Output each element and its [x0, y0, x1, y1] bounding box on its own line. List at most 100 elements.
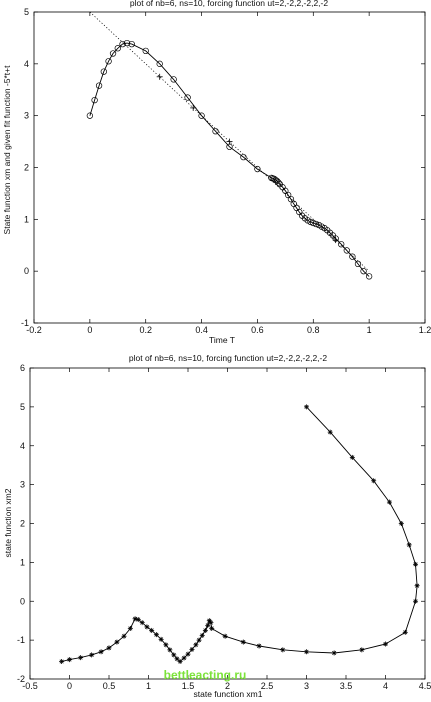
data-point-circle — [307, 218, 314, 226]
data-point-star — [132, 616, 138, 622]
data-point-circle — [95, 82, 103, 89]
data-point-star — [205, 622, 211, 628]
data-point-star — [240, 639, 246, 645]
data-point-circle — [114, 45, 121, 52]
data-point-star — [121, 633, 127, 639]
data-point-circle — [198, 112, 205, 119]
y-tick-label: 2 — [20, 519, 25, 529]
data-point-star — [59, 659, 65, 665]
x-tick-label: 0.5 — [103, 681, 116, 691]
data-point-star — [386, 499, 392, 505]
data-point-circle — [91, 96, 98, 104]
data-point-star — [98, 649, 104, 655]
x-tick-label: -0.2 — [26, 325, 42, 335]
data-point-star — [189, 646, 195, 652]
data-point-circle — [119, 40, 126, 48]
data-point-star — [78, 655, 84, 661]
series-line — [61, 406, 418, 663]
data-point-star — [67, 657, 72, 663]
data-point-star — [398, 521, 404, 526]
x-tick-label: 0.8 — [307, 325, 320, 335]
y-tick-label: -1 — [17, 635, 25, 645]
chart-phase-plot-title: plot of nb=6, ns=10, forcing function ut… — [129, 353, 327, 363]
watermark-text: bettleacting.ru — [164, 668, 247, 682]
data-point-circle — [109, 50, 117, 57]
data-point-star — [181, 655, 187, 661]
data-point-star — [359, 647, 365, 653]
data-point-circle — [254, 165, 261, 173]
data-point-star — [199, 632, 205, 638]
data-point-circle — [349, 253, 356, 260]
data-point-circle — [312, 220, 320, 228]
x-tick-label: 0.4 — [195, 325, 208, 335]
data-point-star — [256, 643, 262, 649]
x-tick-label: 0.6 — [251, 325, 264, 335]
data-point-circle — [212, 128, 219, 135]
y-tick-label: 0 — [24, 266, 29, 276]
series-line — [89, 42, 370, 277]
y-tick-label: 4 — [20, 441, 25, 451]
data-point-star — [304, 649, 309, 655]
x-tick-label: 0 — [67, 681, 72, 691]
data-point-circle — [343, 247, 350, 254]
y-tick-label: 1 — [20, 557, 25, 567]
data-point-star — [402, 629, 408, 635]
y-tick-label: 0 — [20, 596, 25, 606]
data-point-star — [149, 627, 155, 633]
data-point-star — [144, 624, 150, 630]
data-point-circle — [156, 60, 163, 67]
data-point-star — [413, 598, 419, 604]
y-tick-label: 5 — [24, 7, 29, 17]
y-tick-label: 1 — [24, 214, 29, 224]
x-tick-label: 3.5 — [340, 681, 353, 691]
data-point-circle — [86, 112, 94, 119]
x-tick-label: 0 — [87, 325, 92, 335]
x-tick-label: 2 — [225, 681, 230, 691]
chart-time-series-x-label: Time T — [209, 335, 235, 345]
data-point-circle — [275, 179, 282, 186]
data-point-circle — [365, 273, 373, 280]
data-point-circle — [100, 68, 107, 75]
data-point-star — [193, 642, 199, 648]
y-tick-label: 3 — [24, 111, 29, 121]
data-point-circle — [184, 94, 191, 101]
data-point-star — [414, 583, 420, 589]
data-point-star — [209, 625, 215, 631]
y-tick-label: 6 — [20, 363, 25, 373]
data-point-star — [406, 542, 412, 548]
data-point-star — [383, 641, 388, 647]
data-point-star — [185, 651, 191, 657]
x-tick-label: 4 — [383, 681, 388, 691]
data-point-circle — [338, 241, 345, 248]
data-point-star — [206, 618, 212, 624]
series-fit-line — [89, 11, 370, 272]
data-point-star — [153, 632, 159, 638]
chart-phase-plot-x-label: state function xm1 — [194, 689, 263, 699]
x-tick-label: 3 — [304, 681, 309, 691]
data-point-star — [114, 639, 120, 645]
y-tick-label: 2 — [24, 163, 29, 173]
data-point-star — [89, 652, 95, 658]
data-point-star — [163, 642, 169, 648]
data-point-circle — [287, 195, 295, 203]
x-tick-label: 1.5 — [182, 681, 195, 691]
y-tick-label: 5 — [20, 402, 25, 412]
y-tick-label: 4 — [24, 59, 29, 69]
data-point-star — [413, 561, 419, 567]
data-point-star — [158, 636, 164, 642]
data-point-star — [202, 627, 208, 633]
data-point-star — [349, 454, 355, 460]
data-point-star — [167, 647, 173, 653]
data-point-star — [135, 617, 141, 623]
x-tick-label: 1 — [367, 325, 372, 335]
data-point-star — [127, 625, 133, 631]
data-point-star — [331, 650, 337, 656]
data-point-circle — [128, 40, 135, 48]
data-point-star — [304, 404, 309, 410]
data-point-plus — [332, 237, 339, 244]
data-point-star — [196, 637, 202, 643]
y-tick-label: 3 — [20, 480, 25, 490]
data-point-circle — [170, 76, 177, 83]
x-tick-label: 4.5 — [419, 681, 431, 691]
